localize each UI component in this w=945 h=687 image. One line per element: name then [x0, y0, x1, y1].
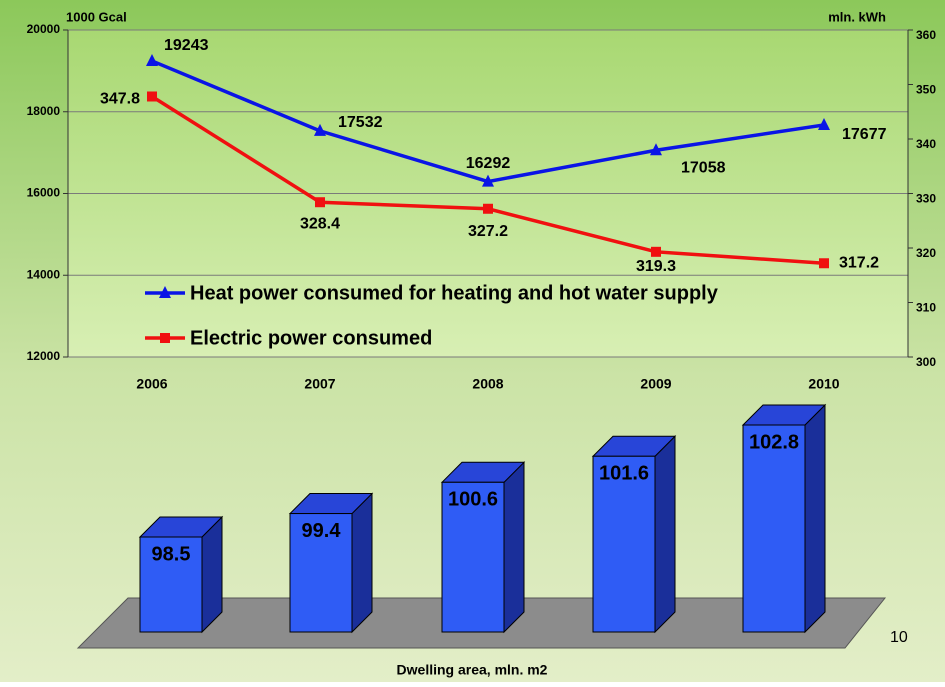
y-tick-label: 12000: [27, 349, 61, 363]
point-marker: [146, 53, 158, 66]
bar: [289, 513, 353, 633]
data-label: 99.4: [302, 520, 342, 542]
bar-side: [654, 435, 676, 634]
y-tick-label: 16000: [27, 186, 61, 200]
point-marker: [482, 174, 494, 187]
data-label: 101.6: [599, 463, 649, 485]
bar-chart-label: Dwelling area, mln. m2: [397, 662, 548, 678]
point-marker: [483, 203, 493, 214]
data-label: 317.2: [839, 254, 879, 271]
data-label: 347.8: [100, 91, 140, 108]
x-tick-label: 2007: [304, 376, 335, 392]
point-marker: [314, 123, 326, 136]
data-label: 17058: [681, 159, 726, 176]
y2-tick-label: 310: [916, 301, 936, 315]
point-marker: [818, 117, 830, 130]
page-number: 10: [890, 629, 908, 646]
data-label: 19243: [164, 37, 209, 54]
bar: [139, 536, 203, 633]
x-tick-label: 2009: [640, 376, 671, 392]
point-marker: [147, 91, 157, 102]
bar-side: [503, 461, 525, 634]
data-label: 319.3: [636, 258, 676, 275]
y2-tick-label: 360: [916, 28, 936, 42]
data-label: 100.6: [448, 489, 498, 511]
y2-tick-label: 320: [916, 246, 936, 260]
data-label: 17532: [338, 114, 383, 131]
y-axis-label: 1000 Gcal: [66, 9, 127, 24]
data-label: 16292: [466, 155, 511, 172]
x-tick-label: 2008: [472, 376, 503, 392]
point-marker: [819, 258, 829, 269]
bar: [592, 455, 656, 633]
y2-tick-label: 350: [916, 83, 936, 97]
legend-label: Heat power consumed for heating and hot …: [190, 282, 719, 304]
legend-marker: [160, 333, 170, 343]
y-tick-label: 20000: [27, 22, 61, 36]
point-marker: [650, 143, 662, 156]
point-marker: [651, 246, 661, 257]
data-label: 98.5: [152, 543, 191, 565]
y2-tick-label: 330: [916, 192, 936, 206]
legend-marker: [159, 286, 171, 298]
bar-side: [804, 403, 826, 634]
legend-label: Electric power consumed: [190, 327, 432, 349]
data-label: 102.8: [749, 431, 799, 453]
y2-tick-label: 340: [916, 137, 936, 151]
bar: [441, 481, 505, 633]
data-label: 327.2: [468, 223, 508, 240]
data-label: 17677: [842, 126, 887, 143]
data-label: 328.4: [300, 215, 340, 232]
y2-tick-label: 300: [916, 355, 936, 369]
x-tick-label: 2006: [136, 376, 167, 392]
y-tick-label: 14000: [27, 267, 61, 281]
bar: [742, 424, 806, 633]
y2-axis-label: mln. kWh: [828, 9, 886, 24]
y-tick-label: 18000: [27, 104, 61, 118]
bar-side: [351, 492, 373, 634]
x-tick-label: 2010: [808, 376, 839, 392]
point-marker: [315, 197, 325, 208]
